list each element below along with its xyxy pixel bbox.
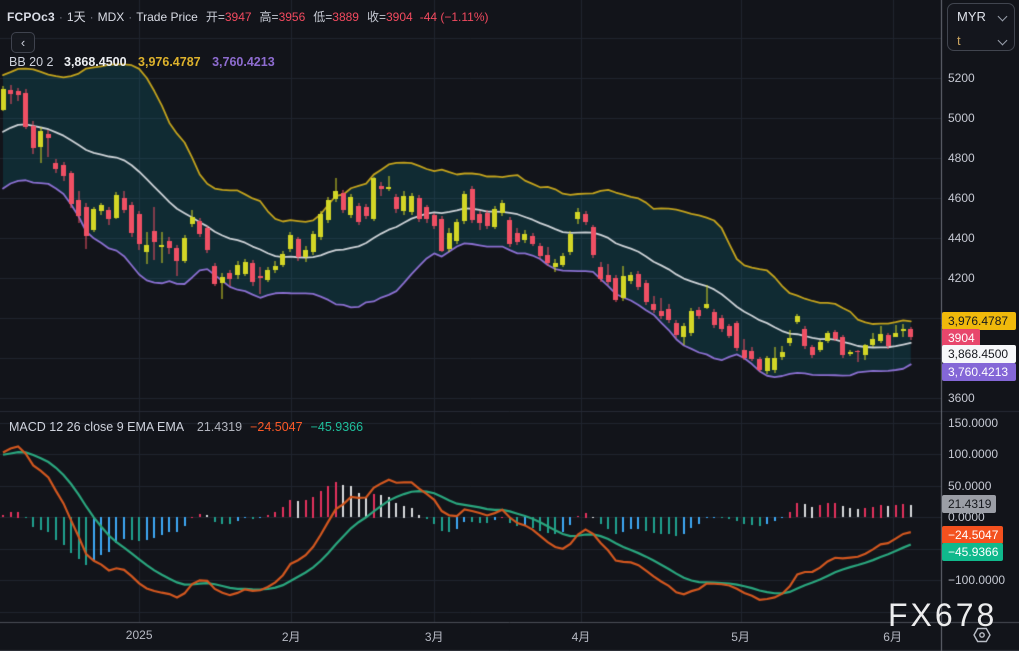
time-tick-label: 5月 bbox=[731, 630, 750, 644]
bb-indicator-legend[interactable]: BB 20 2 3,868.4500 3,976.4787 3,760.4213 bbox=[9, 55, 275, 69]
bb-name: BB bbox=[9, 55, 26, 69]
macd-tag-macd-signal: −45.9366 bbox=[942, 542, 1004, 561]
time-tick-label: 2月 bbox=[281, 630, 301, 644]
price-tick-label: 4800 bbox=[948, 151, 975, 165]
separator-dot: · bbox=[128, 10, 133, 24]
separator-dot: · bbox=[89, 10, 94, 24]
bb-lower-value: 3,760.4213 bbox=[212, 55, 275, 69]
macd-name: MACD bbox=[9, 420, 46, 434]
macd-tick-label: 150.0000 bbox=[948, 415, 999, 430]
separator-dot: · bbox=[58, 10, 63, 24]
price-tick-label: 4400 bbox=[948, 231, 975, 245]
unit-select[interactable]: t bbox=[948, 28, 1014, 52]
exchange-label: MDX bbox=[97, 10, 125, 24]
price-tag-bb-basis: 3,868.4500 bbox=[942, 345, 1016, 363]
series-type-label: Trade Price bbox=[136, 10, 198, 24]
price-tag-bb-upper: 3,976.4787 bbox=[942, 311, 1016, 330]
bb-upper-value: 3,976.4787 bbox=[138, 55, 201, 69]
time-tick-label: 3月 bbox=[424, 630, 444, 644]
price-tag-bb-lower: 3,760.4213 bbox=[942, 362, 1016, 381]
macd-params: 12 26 close 9 EMA EMA bbox=[49, 420, 184, 434]
chevron-down-icon bbox=[999, 36, 1007, 44]
macd-tick-label: −100.0000 bbox=[948, 573, 1006, 588]
currency-value: MYR bbox=[957, 8, 986, 24]
chart-target-icon[interactable] bbox=[973, 627, 991, 643]
time-tick-label: 4月 bbox=[571, 630, 591, 644]
macd-tick-label: 100.0000 bbox=[948, 447, 999, 462]
bb-basis-value: 3,868.4500 bbox=[64, 55, 127, 69]
ohlc-high-label: 高= bbox=[259, 10, 279, 24]
price-tick-label: 4200 bbox=[948, 271, 975, 285]
macd-tag-macd-line: −24.5047 bbox=[942, 525, 1004, 544]
ohlc-open-label: 开= bbox=[205, 10, 225, 24]
macd-tag-macd-hist: 21.4319 bbox=[942, 494, 997, 513]
ohlc-close-label: 收= bbox=[366, 10, 386, 24]
bb-params: 20 2 bbox=[29, 55, 54, 69]
macd-tick-label: 50.0000 bbox=[948, 478, 992, 493]
price-tick-label: 3600 bbox=[948, 391, 975, 405]
axis-unit-selector: MYR t bbox=[947, 3, 1015, 51]
watermark: FX678 bbox=[888, 597, 998, 633]
ohlc-low-label: 低= bbox=[313, 10, 333, 24]
price-tag-last-price: 3904 bbox=[942, 328, 980, 347]
macd-values: 21.4319 −24.5047 −45.9366 bbox=[197, 420, 363, 434]
currency-select[interactable]: MYR bbox=[948, 4, 1014, 28]
price-tick-label: 4600 bbox=[948, 191, 975, 205]
macd-tick-label: 0.0000 bbox=[948, 510, 985, 525]
unit-value: t bbox=[957, 32, 961, 48]
symbol-legend: FCPOc3 · 1天 · MDX · Trade Price 开=3947 高=3956 低=3… bbox=[7, 8, 489, 25]
time-tick-label: 6月 bbox=[883, 630, 902, 644]
ohlc-high-value: 3956 bbox=[278, 10, 306, 24]
ohlc-close-value: 3904 bbox=[386, 10, 413, 24]
target-icon-dot bbox=[979, 632, 985, 638]
interval-label[interactable]: 1天 bbox=[66, 10, 86, 24]
chevron-left-icon: ‹ bbox=[20, 35, 26, 50]
change-value: -44 (−1.11%) bbox=[419, 10, 489, 24]
macd-signal-value: −45.9366 bbox=[310, 420, 364, 434]
back-button[interactable]: ‹ bbox=[11, 32, 35, 53]
price-tick-label: 5000 bbox=[948, 111, 975, 125]
symbol-name[interactable]: FCPOc3 bbox=[7, 10, 55, 24]
ohlc-open-value: 3947 bbox=[224, 10, 252, 24]
macd-indicator-legend[interactable]: MACD 12 26 close 9 EMA EMA 21.4319 −24.50… bbox=[9, 420, 363, 434]
price-tick-label: 5200 bbox=[948, 71, 975, 85]
macd-line-value: −24.5047 bbox=[250, 420, 303, 434]
chevron-down-icon bbox=[999, 12, 1007, 20]
ohlc-low-value: 3889 bbox=[332, 10, 359, 24]
bb-title: BB 20 2 bbox=[9, 55, 54, 69]
target-icon-hexagon bbox=[973, 627, 991, 643]
time-tick-label: 2025 bbox=[125, 628, 153, 642]
macd-hist-value: 21.4319 bbox=[196, 420, 243, 434]
